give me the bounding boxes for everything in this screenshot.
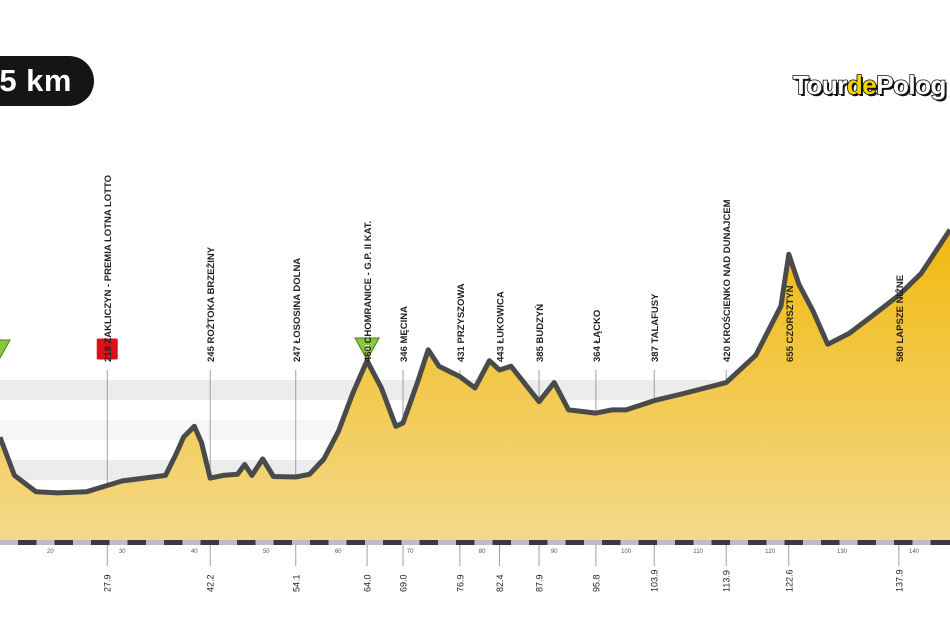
km-marker-label: 82.4 bbox=[495, 574, 505, 592]
axis-bar-segment bbox=[182, 540, 201, 545]
elevation-area bbox=[0, 228, 950, 540]
elevation-fill bbox=[0, 231, 950, 540]
waypoint-labels: 218 ZAKLICZYN - PREMIA LOTNA LOTTO 27.9 24… bbox=[103, 175, 906, 592]
km-marker-label: 113.9 bbox=[722, 570, 732, 592]
axis-bar-segment bbox=[803, 540, 821, 545]
climb-marker-partial-icon bbox=[0, 339, 11, 360]
waypoint-label: 245 ROŻTOKA BRZEŻINY bbox=[206, 246, 217, 362]
axis-tick-label: 140 bbox=[909, 549, 920, 555]
waypoint-label: 420 KROŚCIENKO NAD DUNAJCEM bbox=[721, 199, 733, 362]
km-marker-label: 27.9 bbox=[103, 574, 113, 592]
km-marker-label: 137.9 bbox=[894, 569, 904, 592]
axis-bar-segment bbox=[511, 540, 529, 545]
axis-tick-label: 90 bbox=[551, 549, 558, 555]
climb-marker-icon bbox=[354, 337, 380, 362]
km-marker-label: 103.9 bbox=[650, 569, 660, 592]
axis-tick-label: 30 bbox=[119, 549, 126, 555]
axis-bar-segment bbox=[620, 540, 639, 545]
axis-bar-segment bbox=[328, 540, 347, 545]
axis-bar-segment bbox=[839, 540, 858, 545]
elevation-outline bbox=[0, 228, 950, 496]
waypoint-label: 218 ZAKLICZYN - PREMIA LOTNA LOTTO bbox=[103, 175, 114, 362]
logo-text-polog: Polog bbox=[875, 69, 947, 101]
waypoint-label: 385 BUDZYŃ bbox=[535, 304, 546, 362]
axis-bar-segment bbox=[401, 540, 420, 545]
km-marker-label: 69.0 bbox=[399, 574, 409, 592]
waypoint-label: 443 ŁUKOWICA bbox=[496, 291, 507, 362]
km-marker-label: 76.9 bbox=[455, 574, 465, 592]
distance-badge: 5 km bbox=[0, 56, 94, 106]
axis-bar-segment bbox=[36, 540, 55, 545]
axis-tick-label: 20 bbox=[47, 549, 54, 555]
km-marker-label: 64.0 bbox=[363, 574, 373, 592]
axis-tick-label: 40 bbox=[191, 549, 198, 555]
axis-bar-segment bbox=[766, 540, 785, 545]
axis-bar-segment bbox=[146, 540, 164, 545]
axis-bar-segment bbox=[219, 540, 237, 545]
axis-bar-segment bbox=[255, 540, 274, 545]
km-marker-label: 122.6 bbox=[784, 569, 794, 592]
waypoint-label: 364 ŁĄCKO bbox=[592, 310, 603, 362]
axis-bar-segment bbox=[73, 540, 91, 545]
axis-bar-segment bbox=[912, 540, 931, 545]
axis-tick-label: 70 bbox=[407, 549, 414, 555]
axis-bar-segment bbox=[876, 540, 894, 545]
axis-tick-label: 120 bbox=[765, 549, 776, 555]
tour-de-pologne-logo: TourdePolog bbox=[792, 69, 947, 101]
axis-tick-label: 110 bbox=[693, 549, 703, 555]
axis-bar-segment bbox=[365, 540, 383, 545]
logo-text-tour: Tour bbox=[792, 69, 848, 101]
waypoint-label: 387 TALAFUSY bbox=[650, 293, 661, 362]
waypoint-label: 655 CZORSZTYN bbox=[785, 285, 796, 362]
axis-bar-segment bbox=[730, 540, 748, 545]
axis-bar-segment bbox=[657, 540, 675, 545]
axis-tick-label: 60 bbox=[335, 549, 342, 555]
waypoint-label: 580 LAPSZE NIŻNE bbox=[895, 275, 906, 362]
axis-bar-segment bbox=[547, 540, 566, 545]
km-marker-label: 87.9 bbox=[535, 574, 545, 592]
axis-tick-label: 80 bbox=[479, 549, 486, 555]
axis-bar-segment bbox=[474, 540, 493, 545]
sprint-marker-icon bbox=[95, 337, 119, 361]
waypoint-label: 431 PRZYSZOWA bbox=[456, 283, 467, 362]
km-marker-label: 54.1 bbox=[291, 574, 301, 592]
climb-category-label: II bbox=[365, 344, 369, 353]
axis-bar-segment bbox=[584, 540, 602, 545]
waypoint-label: 346 MĘCINA bbox=[399, 306, 410, 362]
waypoint-markers: II bbox=[0, 337, 380, 362]
axis-tick-label: 130 bbox=[837, 549, 848, 555]
km-marker-label: 95.8 bbox=[591, 574, 601, 592]
waypoint-label: 247 ŁOSOSINA DOLNA bbox=[292, 258, 303, 362]
km-marker-label: 42.2 bbox=[206, 574, 216, 592]
distance-badge-text: 5 km bbox=[0, 63, 72, 98]
logo-text-de: de bbox=[846, 69, 877, 101]
axis-bar-segment bbox=[0, 540, 18, 545]
axis-bar-segment bbox=[109, 540, 128, 545]
axis-bar-segment bbox=[693, 540, 712, 545]
axis-bar-segment bbox=[438, 540, 456, 545]
waypoint-label: 460 CHOMRANICE - G.P. II KAT. bbox=[363, 221, 374, 362]
distance-axis: 20 30 40 50 60 70 80 90 100 110 120 130 140 bbox=[0, 540, 950, 555]
axis-tick-label: 50 bbox=[263, 549, 270, 555]
axis-tick-label: 100 bbox=[621, 549, 632, 555]
axis-bar-segment bbox=[292, 540, 310, 545]
